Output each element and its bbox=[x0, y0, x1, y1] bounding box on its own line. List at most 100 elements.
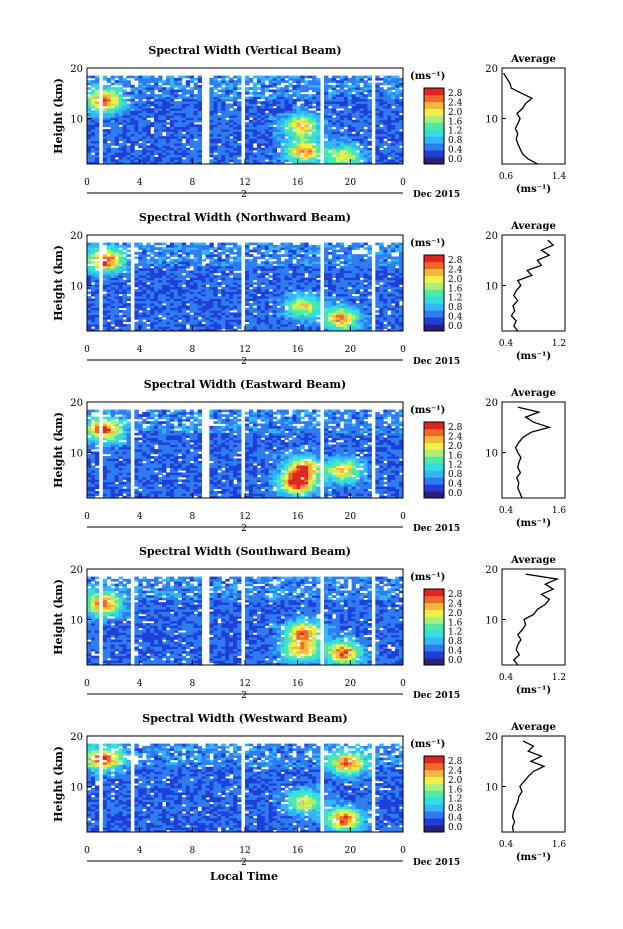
heatmap-cell bbox=[300, 242, 305, 246]
heatmap-cell bbox=[185, 152, 191, 156]
heatmap-cell bbox=[162, 145, 167, 149]
heatmap-cell bbox=[331, 270, 337, 274]
heatmap-cell bbox=[87, 75, 92, 79]
heatmap-cell bbox=[134, 298, 139, 302]
heatmap-cell bbox=[166, 77, 171, 81]
heatmap-cell bbox=[355, 265, 360, 269]
heatmap-cell bbox=[339, 147, 345, 151]
heatmap-cell bbox=[181, 145, 187, 149]
heatmap-cell bbox=[324, 94, 329, 97]
heatmap-cell bbox=[284, 328, 289, 332]
heatmap-cell bbox=[256, 298, 262, 302]
colorbar-swatch bbox=[424, 150, 444, 158]
heatmap-cell bbox=[134, 110, 139, 114]
heatmap-cell bbox=[375, 263, 380, 267]
heatmap-cell bbox=[328, 282, 333, 285]
colorbar-frame bbox=[423, 87, 445, 165]
heatmap-cell bbox=[193, 77, 198, 81]
heatmap-cell bbox=[268, 75, 274, 79]
heatmap-cell bbox=[363, 289, 368, 292]
heatmap-cell bbox=[248, 270, 254, 274]
heatmap-cell bbox=[166, 310, 171, 313]
heatmap-cell bbox=[229, 89, 234, 93]
heatmap-cell bbox=[363, 152, 368, 156]
heatmap-cell bbox=[110, 326, 116, 329]
heatmap-cell bbox=[347, 129, 353, 132]
heatmap-cell bbox=[256, 136, 262, 139]
heatmap-cell bbox=[355, 256, 360, 260]
heatmap-cell bbox=[110, 82, 116, 86]
heatmap-cell bbox=[280, 254, 285, 257]
heatmap-cell bbox=[276, 326, 281, 329]
heatmap-cell bbox=[169, 317, 175, 320]
heatmap-cell bbox=[367, 140, 372, 144]
heatmap-cell bbox=[197, 80, 202, 83]
heatmap-cell bbox=[252, 84, 258, 88]
heatmap-cell bbox=[339, 328, 345, 332]
heatmap-cell bbox=[347, 314, 353, 318]
heatmap-cell bbox=[300, 289, 305, 292]
heatmap-cell bbox=[193, 150, 198, 153]
heatmap-cell bbox=[375, 82, 380, 86]
heatmap-cell bbox=[134, 256, 139, 260]
heatmap-cell bbox=[328, 314, 333, 318]
heatmap-cell bbox=[134, 275, 139, 278]
heatmap-cell bbox=[189, 129, 195, 132]
heatmap-cell bbox=[138, 143, 143, 146]
heatmap-cell bbox=[185, 282, 191, 285]
heatmap-cell bbox=[335, 286, 341, 290]
heatmap-cell bbox=[359, 310, 364, 313]
heatmap-cell bbox=[343, 275, 349, 278]
heatmap-cell bbox=[102, 129, 108, 132]
heatmap-cell bbox=[375, 150, 380, 153]
heatmap-cell bbox=[391, 133, 396, 137]
heatmap-cell bbox=[343, 89, 349, 93]
heatmap-cell bbox=[331, 324, 337, 327]
heatmap-cell bbox=[181, 321, 187, 325]
heatmap-cell bbox=[284, 289, 289, 292]
heatmap-cell bbox=[225, 263, 230, 267]
heatmap-cell bbox=[304, 293, 309, 297]
heatmap-cell bbox=[217, 258, 222, 262]
heatmap-cell bbox=[106, 77, 112, 81]
heatmap-cell bbox=[276, 152, 281, 156]
heatmap-cell bbox=[229, 131, 234, 135]
heatmap-cell bbox=[347, 133, 353, 137]
heatmap-cell bbox=[118, 314, 123, 318]
heatmap-cell bbox=[324, 282, 329, 285]
heatmap-cell bbox=[347, 303, 353, 306]
heatmap-cell bbox=[118, 272, 123, 276]
heatmap-cell bbox=[87, 291, 92, 295]
heatmap-cell bbox=[102, 279, 108, 283]
heatmap-cell bbox=[185, 105, 191, 109]
heatmap-cell bbox=[158, 265, 163, 269]
heatmap-cell bbox=[110, 94, 116, 97]
heatmap-cell bbox=[328, 284, 333, 288]
heatmap-cell bbox=[288, 101, 293, 104]
heatmap-cell bbox=[395, 91, 400, 95]
heatmap-cell bbox=[347, 124, 353, 128]
heatmap-cell bbox=[130, 140, 135, 144]
heatmap-cell bbox=[351, 110, 356, 114]
heatmap-cell bbox=[375, 154, 380, 158]
heatmap-cell bbox=[300, 126, 305, 130]
heatmap-cell bbox=[335, 112, 341, 116]
heatmap-cell bbox=[209, 265, 214, 269]
heatmap-cell bbox=[324, 307, 329, 311]
heatmap-cell bbox=[87, 328, 92, 332]
heatmap-cell bbox=[312, 244, 317, 248]
heatmap-cell bbox=[256, 286, 262, 290]
heatmap-cell bbox=[264, 312, 270, 316]
heatmap-cell bbox=[87, 303, 92, 306]
heatmap-cell bbox=[213, 157, 218, 160]
heatmap-cell bbox=[213, 282, 218, 285]
heatmap-cell bbox=[260, 84, 266, 88]
heatmap-cell bbox=[146, 261, 151, 264]
heatmap-cell bbox=[288, 254, 293, 257]
heatmap-cell bbox=[324, 296, 329, 299]
heatmap-cell bbox=[122, 89, 127, 93]
heatmap-cell bbox=[102, 254, 108, 257]
heatmap-cell bbox=[387, 143, 392, 146]
heatmap-cell bbox=[154, 242, 159, 246]
heatmap-cell bbox=[363, 115, 368, 118]
